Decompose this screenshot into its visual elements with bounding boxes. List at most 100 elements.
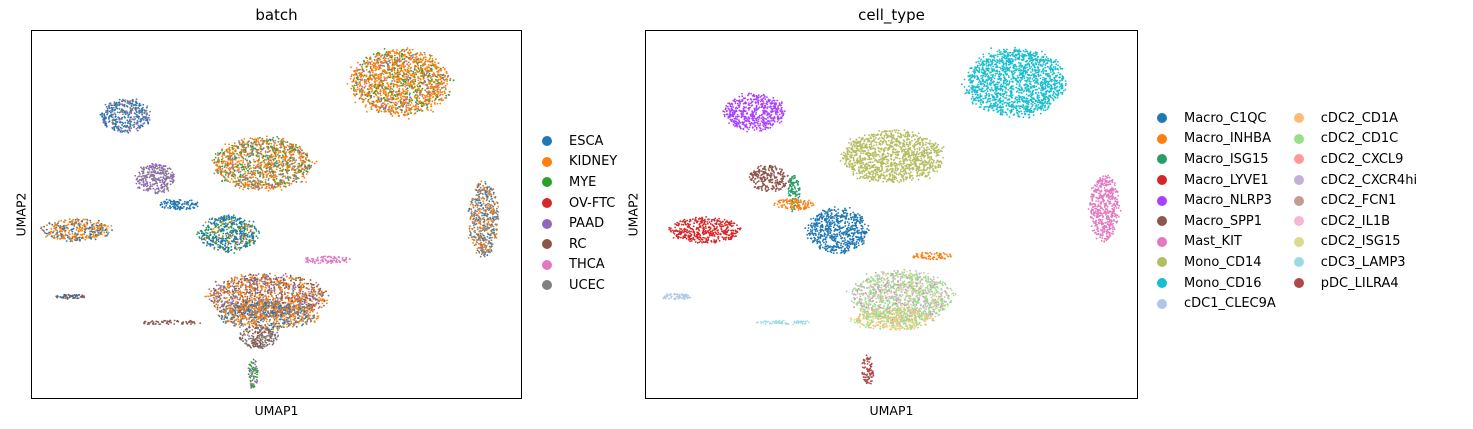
data-point — [152, 183, 155, 186]
data-point — [112, 113, 115, 116]
data-point — [91, 231, 94, 233]
data-point — [380, 72, 383, 75]
data-point — [107, 233, 109, 235]
data-point — [267, 179, 270, 181]
data-point — [416, 99, 419, 102]
data-point — [431, 60, 434, 62]
data-point — [379, 81, 382, 83]
data-point — [140, 183, 143, 186]
data-point — [404, 83, 406, 86]
data-point — [218, 152, 221, 155]
data-point — [235, 180, 238, 183]
data-point — [391, 59, 393, 61]
data-point — [246, 141, 249, 144]
data-point — [419, 57, 422, 60]
data-point — [297, 167, 299, 169]
data-point — [216, 170, 218, 173]
data-point — [483, 197, 486, 200]
data-point — [146, 106, 148, 109]
data-point — [219, 247, 222, 249]
data-point — [221, 217, 224, 219]
data-point — [414, 80, 417, 83]
data-point — [239, 229, 242, 232]
data-point — [245, 237, 247, 240]
data-point — [241, 165, 244, 168]
data-point — [146, 119, 149, 122]
data-point — [437, 82, 439, 85]
data-point — [58, 220, 60, 223]
data-point — [227, 172, 230, 175]
data-point — [43, 230, 46, 233]
data-point — [383, 103, 386, 106]
data-point — [385, 93, 387, 96]
data-point — [437, 92, 440, 95]
data-point — [242, 176, 245, 179]
data-point — [301, 163, 304, 166]
data-point — [389, 113, 392, 115]
data-point — [232, 233, 234, 236]
data-point — [113, 102, 116, 105]
data-point — [415, 94, 417, 96]
data-point — [261, 180, 263, 183]
data-point — [388, 60, 390, 62]
data-point — [252, 176, 255, 178]
data-point — [202, 234, 205, 237]
data-point — [433, 72, 436, 75]
data-point — [115, 106, 117, 108]
data-point — [381, 54, 384, 56]
data-point — [111, 104, 114, 107]
data-point — [378, 54, 381, 56]
data-point — [395, 51, 398, 54]
data-point — [230, 152, 233, 155]
data-point — [196, 231, 199, 234]
data-point — [369, 102, 372, 105]
data-point — [445, 94, 448, 97]
data-point — [146, 176, 148, 179]
data-point — [294, 145, 297, 148]
data-point — [487, 220, 490, 223]
data-point — [363, 98, 366, 101]
data-point — [355, 67, 358, 69]
data-point — [484, 228, 486, 230]
data-point — [406, 68, 409, 71]
data-point — [384, 98, 386, 101]
data-point — [372, 53, 375, 56]
data-point — [400, 109, 403, 112]
data-point — [265, 185, 268, 188]
data-point — [249, 225, 251, 228]
data-point — [173, 199, 175, 202]
data-point — [260, 186, 263, 189]
data-point — [48, 222, 51, 225]
data-point — [148, 164, 151, 167]
data-point — [486, 235, 489, 238]
data-point — [205, 227, 208, 229]
data-point — [270, 170, 273, 173]
data-point — [92, 233, 95, 236]
data-point — [470, 210, 473, 213]
data-point — [292, 174, 294, 177]
data-point — [241, 141, 244, 144]
data-point — [265, 146, 268, 148]
data-point — [475, 194, 478, 197]
data-point — [183, 205, 185, 208]
data-point — [162, 182, 165, 185]
data-point — [45, 235, 47, 238]
data-point — [108, 117, 110, 119]
data-point — [252, 184, 254, 187]
data-point — [160, 201, 163, 204]
data-point — [230, 236, 233, 238]
data-point — [156, 172, 159, 175]
data-point — [55, 224, 58, 227]
data-point — [375, 106, 377, 109]
data-point — [239, 247, 242, 249]
data-point — [169, 176, 172, 178]
data-point — [226, 237, 229, 239]
data-point — [492, 217, 494, 220]
data-point — [121, 109, 123, 112]
data-point — [113, 112, 116, 114]
data-point — [407, 67, 409, 69]
data-point — [299, 148, 302, 150]
data-point — [161, 185, 164, 188]
data-point — [401, 49, 403, 51]
data-point — [295, 180, 298, 183]
